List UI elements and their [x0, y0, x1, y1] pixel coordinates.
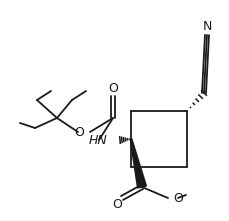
Text: O: O	[74, 126, 84, 139]
Text: O: O	[112, 198, 121, 211]
Text: O: O	[172, 192, 182, 204]
Text: O: O	[108, 82, 117, 95]
Text: HN: HN	[88, 133, 106, 147]
Polygon shape	[130, 139, 146, 188]
Text: N: N	[202, 19, 211, 32]
